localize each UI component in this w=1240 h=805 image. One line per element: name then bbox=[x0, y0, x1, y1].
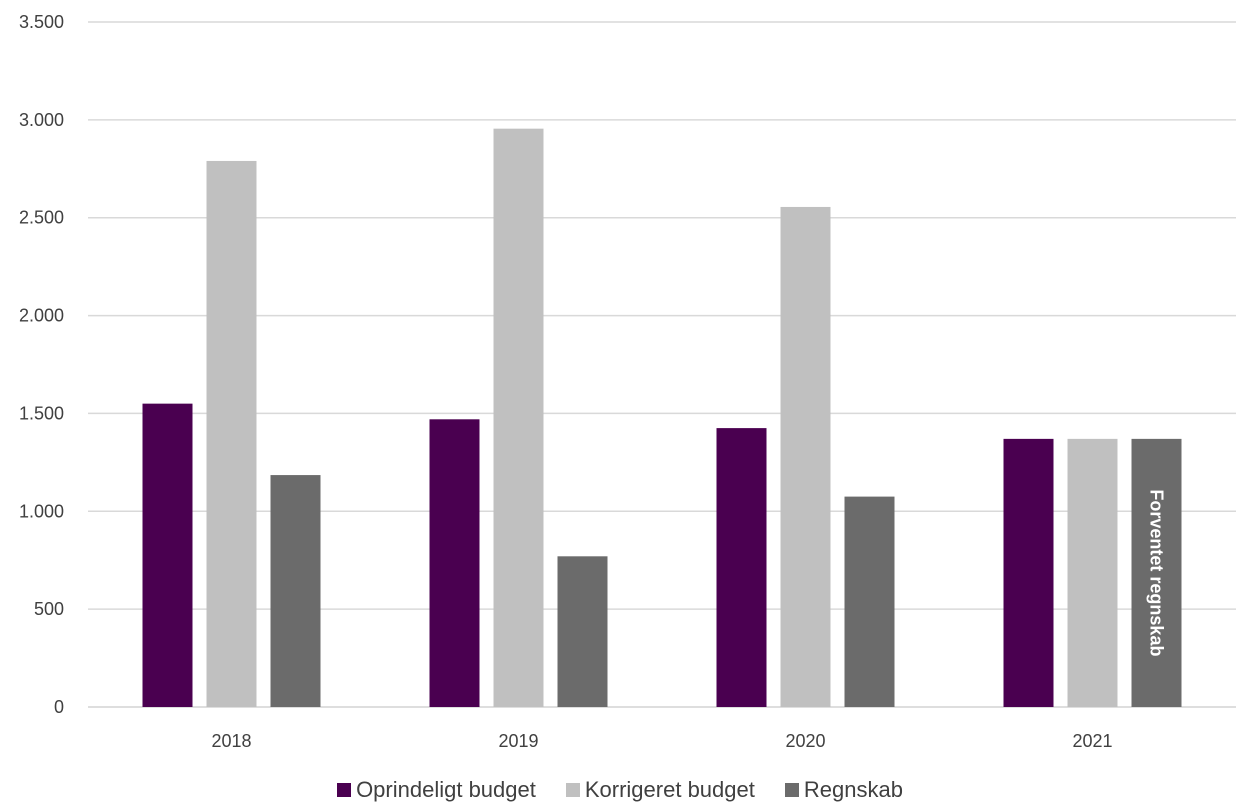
legend-label-korrigeret-budget: Korrigeret budget bbox=[584, 777, 755, 802]
annotations: Forventet regnskab bbox=[1147, 489, 1167, 656]
x-axis-ticks: 2018 2019 2020 2021 bbox=[211, 731, 1112, 751]
bar-korrigeret-budget-2019[interactable] bbox=[493, 128, 544, 707]
legend-swatch-korrigeret-budget bbox=[565, 783, 580, 797]
bar-regnskab-2019[interactable] bbox=[557, 556, 608, 707]
annotation-forventet-regnskab: Forventet regnskab bbox=[1147, 489, 1167, 656]
y-tick-label: 3.500 bbox=[19, 12, 64, 32]
legend-swatch-oprindeligt-budget bbox=[337, 783, 352, 797]
x-tick-label-2018: 2018 bbox=[211, 731, 251, 751]
gridlines bbox=[88, 21, 1236, 708]
y-tick-label: 3.000 bbox=[19, 110, 64, 130]
legend-label-oprindeligt-budget: Oprindeligt budget bbox=[356, 777, 536, 802]
bar-regnskab-2018[interactable] bbox=[270, 475, 321, 707]
bars bbox=[142, 128, 1182, 707]
bar-regnskab-2021[interactable] bbox=[1131, 438, 1182, 707]
legend-item-regnskab[interactable]: Regnskab bbox=[784, 777, 903, 803]
legend: Oprindeligt budget Korrigeret budget Reg… bbox=[0, 775, 1240, 805]
legend-item-oprindeligt-budget[interactable]: Oprindeligt budget bbox=[337, 777, 536, 803]
y-tick-label: 2.500 bbox=[19, 208, 64, 228]
x-tick-label-2019: 2019 bbox=[498, 731, 538, 751]
legend-swatch-regnskab bbox=[784, 783, 799, 797]
legend-label-regnskab: Regnskab bbox=[803, 777, 903, 802]
y-axis-ticks: 0 500 1.000 1.500 2.000 2.500 3.000 3.500 bbox=[19, 12, 64, 717]
bar-oprindeligt-budget-2021[interactable] bbox=[1003, 438, 1054, 707]
bar-oprindeligt-budget-2018[interactable] bbox=[142, 403, 193, 707]
bar-oprindeligt-budget-2019[interactable] bbox=[429, 419, 480, 707]
y-tick-label: 500 bbox=[34, 599, 64, 619]
y-tick-label: 0 bbox=[54, 697, 64, 717]
bar-oprindeligt-budget-2020[interactable] bbox=[716, 428, 767, 707]
bar-korrigeret-budget-2020[interactable] bbox=[780, 206, 831, 707]
bar-korrigeret-budget-2018[interactable] bbox=[206, 160, 257, 707]
legend-item-korrigeret-budget[interactable]: Korrigeret budget bbox=[565, 777, 755, 803]
y-tick-label: 1.500 bbox=[19, 403, 64, 423]
bar-korrigeret-budget-2021[interactable] bbox=[1067, 438, 1118, 707]
x-tick-label-2020: 2020 bbox=[785, 731, 825, 751]
y-tick-label: 1.000 bbox=[19, 501, 64, 521]
x-tick-label-2021: 2021 bbox=[1072, 731, 1112, 751]
y-tick-label: 2.000 bbox=[19, 306, 64, 326]
bar-regnskab-2020[interactable] bbox=[844, 496, 895, 707]
